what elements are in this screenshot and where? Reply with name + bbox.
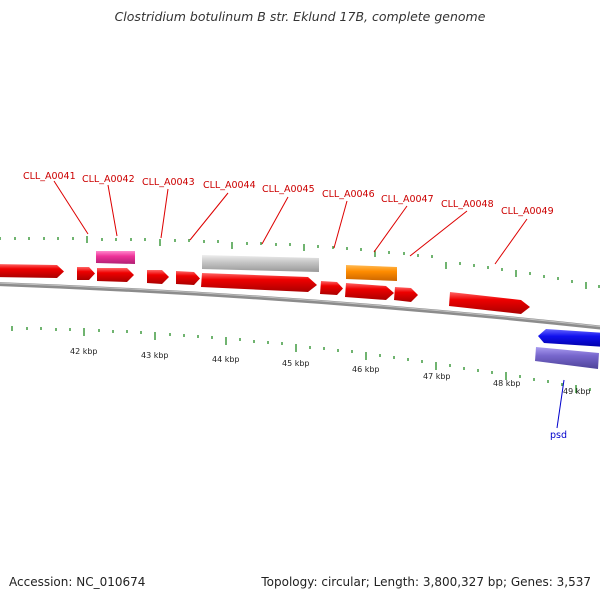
genome-backbone-highlight — [0, 282, 600, 327]
cds-arrow[interactable] — [176, 271, 200, 285]
cds-arrow[interactable] — [394, 287, 418, 302]
kbp-label: 49 kbp — [563, 387, 591, 396]
kbp-label: 42 kbp — [70, 347, 98, 356]
cds-arrow[interactable] — [147, 270, 169, 284]
gene-label-cll-a0042[interactable]: CLL_A0042 — [82, 174, 135, 185]
reverse-feature-track — [535, 329, 600, 369]
genome-backbone — [0, 282, 600, 330]
accession-text: Accession: NC_010674 — [9, 575, 146, 589]
gene-label-cll-a0044[interactable]: CLL_A0044 — [203, 180, 256, 191]
kbp-label: 45 kbp — [282, 359, 310, 368]
rrna-feature[interactable] — [96, 251, 135, 264]
label-leader-lines — [53, 180, 565, 429]
kbp-label: 44 kbp — [212, 355, 240, 364]
cds-arrow[interactable] — [201, 273, 317, 292]
orange-feature[interactable] — [346, 265, 397, 281]
cds-reverse-arrow[interactable] — [538, 329, 600, 347]
cds-arrow[interactable] — [77, 267, 95, 280]
cds-arrow[interactable] — [97, 268, 134, 282]
kbp-label: 47 kbp — [423, 372, 451, 381]
outer-feature-track — [96, 251, 397, 281]
kbp-label-group: 42 kbp 43 kbp 44 kbp 45 kbp 46 kbp 47 kb… — [70, 347, 591, 396]
kbp-label: 43 kbp — [141, 351, 169, 360]
gene-label-cll-a0046[interactable]: CLL_A0046 — [322, 189, 375, 200]
genome-summary-text: Topology: circular; Length: 3,800,327 bp… — [261, 575, 591, 589]
gene-label-psd[interactable]: psd — [550, 430, 567, 441]
cds-arrow[interactable] — [449, 292, 530, 314]
kbp-label: 48 kbp — [493, 379, 521, 388]
gene-label-cll-a0049[interactable]: CLL_A0049 — [501, 206, 554, 217]
grey-feature[interactable] — [202, 255, 319, 272]
cds-track — [0, 264, 530, 314]
kbp-label: 46 kbp — [352, 365, 380, 374]
gene-label-cll-a0048[interactable]: CLL_A0048 — [441, 199, 494, 210]
gene-label-group: CLL_A0041 CLL_A0042 CLL_A0043 CLL_A0044 … — [23, 171, 567, 441]
gene-label-cll-a0043[interactable]: CLL_A0043 — [142, 177, 195, 188]
cds-arrow[interactable] — [320, 281, 343, 295]
cds-arrow[interactable] — [345, 283, 394, 300]
gene-label-cll-a0041[interactable]: CLL_A0041 — [23, 171, 76, 182]
gene-label-cll-a0047[interactable]: CLL_A0047 — [381, 194, 434, 205]
purple-feature[interactable] — [535, 347, 599, 369]
cds-arrow[interactable] — [0, 264, 64, 278]
genome-title: Clostridium botulinum B str. Eklund 17B,… — [114, 9, 486, 24]
inner-tick-ruler — [11, 326, 591, 393]
gene-label-cll-a0045[interactable]: CLL_A0045 — [262, 184, 315, 195]
